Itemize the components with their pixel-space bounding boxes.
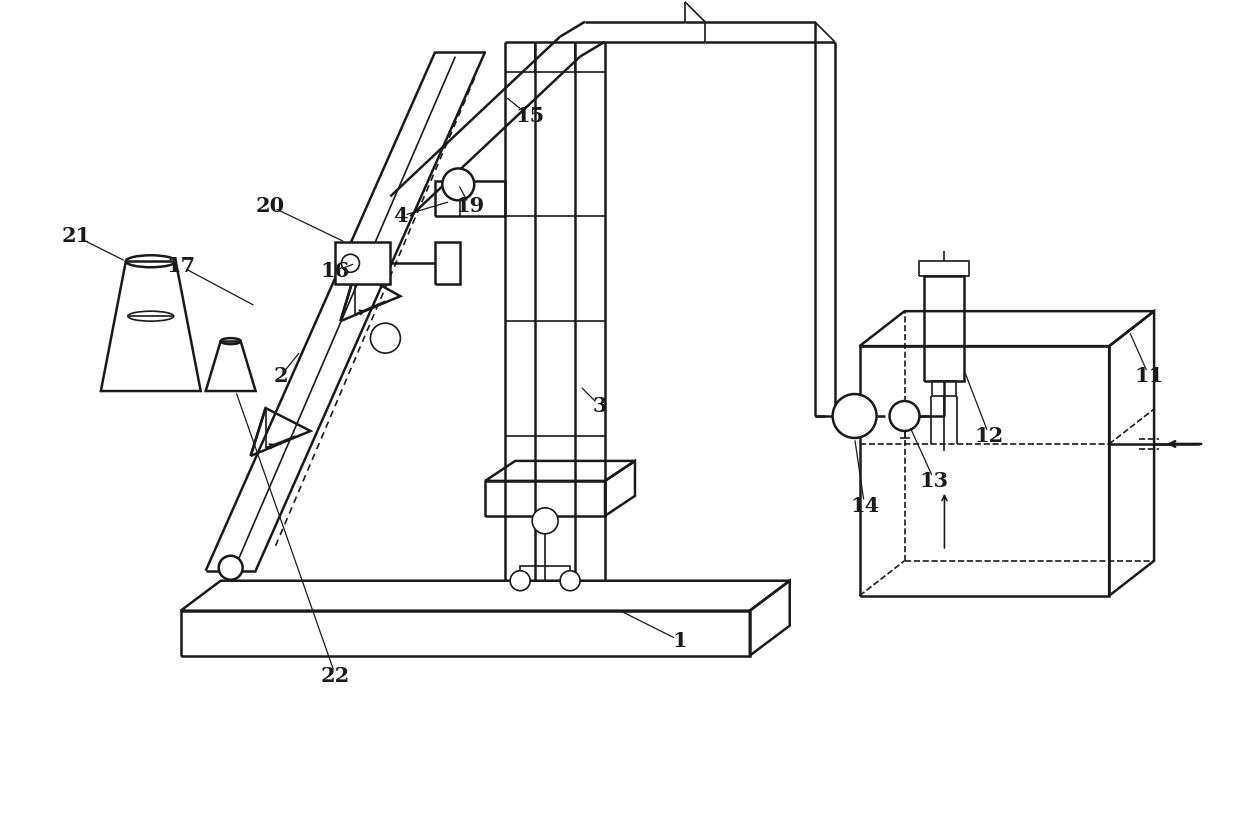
Text: 20: 20 — [255, 197, 285, 216]
Circle shape — [532, 508, 558, 534]
Bar — [336, 242, 391, 284]
Text: 12: 12 — [975, 426, 1004, 446]
Circle shape — [832, 394, 877, 438]
Circle shape — [889, 401, 920, 431]
Circle shape — [560, 571, 580, 591]
Circle shape — [341, 254, 360, 273]
Text: 19: 19 — [455, 197, 485, 216]
Text: 4: 4 — [393, 206, 408, 226]
Text: 1: 1 — [672, 630, 687, 651]
Circle shape — [443, 169, 474, 201]
Text: 21: 21 — [61, 226, 91, 246]
Text: 11: 11 — [1135, 366, 1163, 386]
Circle shape — [510, 571, 531, 591]
Text: 13: 13 — [920, 471, 949, 491]
Text: 16: 16 — [321, 261, 350, 281]
Text: 14: 14 — [849, 496, 879, 516]
Circle shape — [218, 556, 243, 580]
Text: 15: 15 — [516, 107, 544, 126]
Circle shape — [371, 323, 401, 353]
Text: 3: 3 — [593, 396, 608, 416]
Text: 2: 2 — [273, 366, 288, 386]
Text: 17: 17 — [166, 256, 196, 276]
Text: 22: 22 — [321, 666, 350, 686]
